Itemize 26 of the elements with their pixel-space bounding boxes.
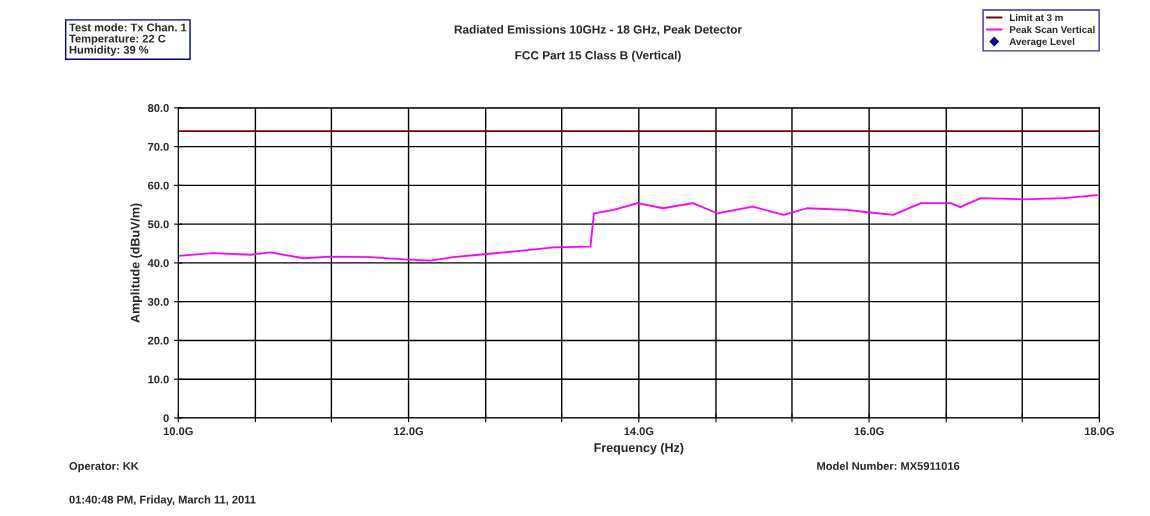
x-axis-title: Frequency (Hz) bbox=[594, 442, 684, 455]
x-tick-label: 16.0G bbox=[854, 427, 884, 436]
line-series bbox=[178, 194, 1099, 262]
y-tick-label: 50.0 bbox=[147, 220, 169, 229]
y-tick-label: 10.0 bbox=[148, 375, 169, 384]
y-tick-label: 40.0 bbox=[147, 259, 169, 268]
x-tick-label: 18.0G bbox=[1084, 427, 1114, 436]
y-tick-label: 30.0 bbox=[147, 297, 169, 306]
x-tick-label: 10.0G bbox=[163, 427, 193, 436]
legend-label: Peak Scan Vertical bbox=[1009, 25, 1095, 34]
x-tick-label: 12.0G bbox=[394, 427, 423, 436]
y-tick-label: 60.0 bbox=[148, 181, 169, 190]
chart-subtitle: FCC Part 15 Class B (Vertical) bbox=[515, 50, 681, 62]
y-tick-label: 80.0 bbox=[147, 104, 169, 112]
legend-label: Limit at 3 m bbox=[1009, 13, 1063, 22]
y-tick-label: 20.0 bbox=[147, 336, 169, 345]
y-axis-title: Amplitude (dBuV/m) bbox=[130, 203, 143, 323]
text: 01:40:48 PM, Friday, March 11, 2011 bbox=[69, 495, 256, 506]
x-tick-label: 14.0G bbox=[624, 427, 654, 436]
text: Model Number: MX5911016 bbox=[817, 461, 960, 470]
text: Operator: KK bbox=[69, 462, 139, 473]
legend-label: Average Level bbox=[1009, 37, 1075, 47]
y-tick-label: 70.0 bbox=[148, 142, 169, 151]
y-tick-label: 0 bbox=[163, 414, 169, 423]
chart-title: Radiated Emissions 10GHz - 18 GHz, Peak Detector bbox=[454, 24, 742, 36]
text: Test mode: Tx Chan. 1 Temperature: 22 C Humidity: 39 % bbox=[69, 23, 187, 56]
